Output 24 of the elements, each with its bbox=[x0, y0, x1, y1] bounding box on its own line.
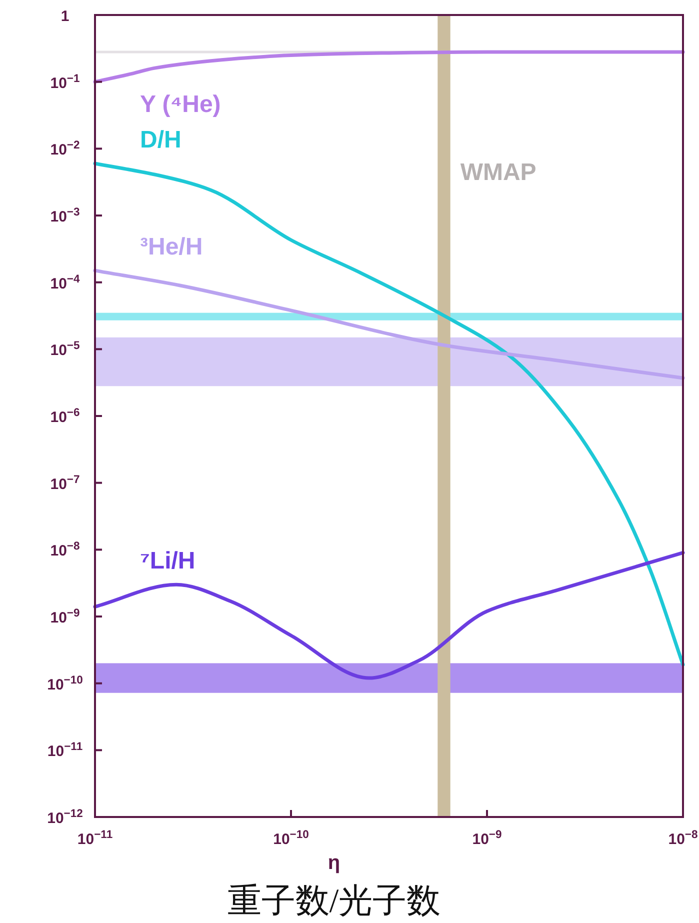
band-label: WMAP bbox=[460, 159, 536, 186]
text: 重子数/光子数 bbox=[227, 883, 441, 920]
y-tick-label: 10$^{−1}$ bbox=[50, 72, 80, 92]
y-tick-label: 10$^{−9}$ bbox=[50, 608, 80, 626]
x-tick-label: 10$^{−11}$ bbox=[77, 829, 113, 848]
x-tick-label: 10$^{−9}$ bbox=[472, 829, 502, 848]
y-tick-label: 10$^{−7}$ bbox=[50, 474, 80, 493]
y-tick-label: 10$^{−11}$ bbox=[47, 741, 83, 760]
y-tick-label: 10$^{−12}$ bbox=[47, 808, 83, 827]
y-tick-label: 10$^{−4}$ bbox=[50, 273, 80, 292]
y-tick-label: 10$^{−6}$ bbox=[50, 407, 80, 426]
y-tick-label: 10$^{−8}$ bbox=[50, 540, 80, 560]
y-tick-label: 10$^{−5}$ bbox=[50, 340, 80, 360]
x-axis-title: η bbox=[328, 852, 340, 874]
x-tick-label: 10$^{−10}$ bbox=[273, 829, 309, 848]
series-label: D/H bbox=[140, 126, 182, 154]
series-label: Y (⁴He) bbox=[140, 90, 221, 118]
y-tick-label: 1 bbox=[60, 8, 70, 25]
y-tick-label: 10$^{−2}$ bbox=[50, 140, 80, 159]
series-label: ³He/H bbox=[140, 234, 203, 261]
y-tick-label: 10$^{−3}$ bbox=[50, 206, 80, 226]
series-label: ⁷Li/H bbox=[140, 548, 196, 575]
x-tick-label: 10$^{−8}$ bbox=[668, 829, 698, 848]
y-tick-label: 10$^{−10}$ bbox=[47, 674, 83, 694]
